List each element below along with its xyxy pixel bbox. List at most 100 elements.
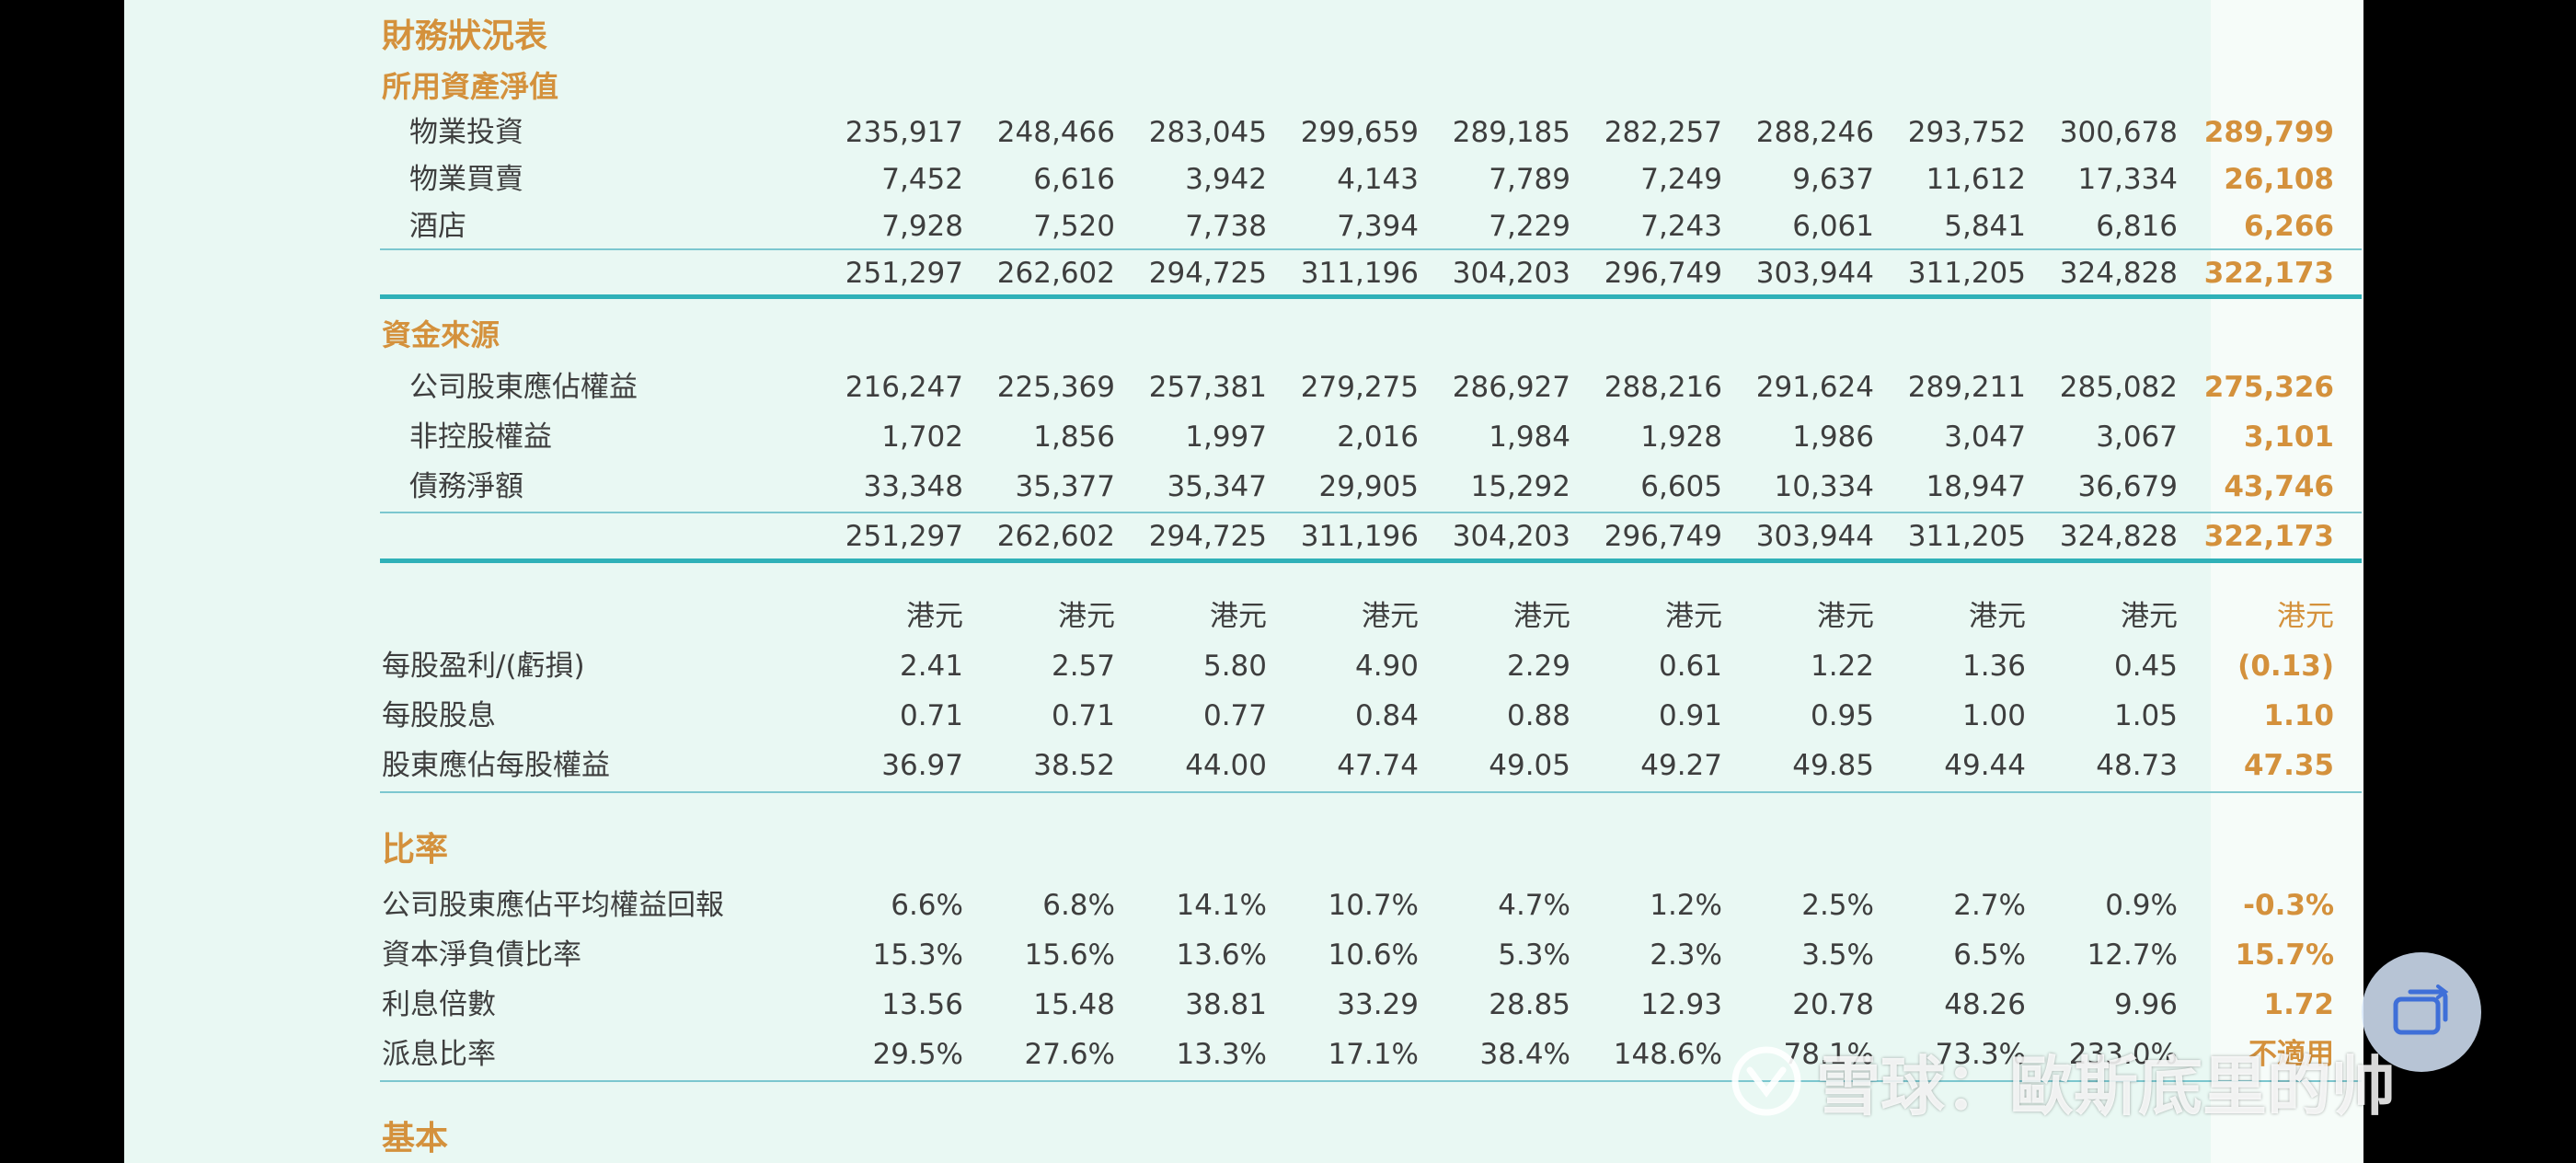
- cell: 27.6%: [1024, 1038, 1115, 1071]
- cell: 235,917: [845, 116, 963, 149]
- cell: 13.3%: [1176, 1038, 1267, 1071]
- unit-label: 港元: [2121, 600, 2178, 633]
- cell: 299,659: [1300, 116, 1419, 149]
- unit-label: 港元: [1210, 600, 1267, 633]
- cell: 1.36: [1961, 650, 2026, 683]
- cell: 6,605: [1640, 470, 1722, 503]
- cell: 6.8%: [1042, 889, 1115, 922]
- cell: 262,602: [996, 257, 1115, 290]
- row-label: 公司股東應佔權益: [409, 371, 638, 404]
- cell: 288,246: [1755, 116, 1874, 149]
- cell-highlight: (0.13): [2237, 650, 2334, 683]
- page-title: 財務狀況表: [382, 17, 548, 55]
- cell: 33,348: [863, 470, 963, 503]
- cell: 48.26: [1944, 988, 2026, 1021]
- cell: 10,334: [1774, 470, 1874, 503]
- cell: 0.9%: [2105, 889, 2178, 922]
- basic-heading: 基本: [382, 1120, 449, 1157]
- cell-highlight: 6,266: [2243, 210, 2334, 243]
- cell: 3,067: [2096, 420, 2178, 454]
- current-year-highlight-column: [2211, 0, 2363, 1163]
- cell: 251,297: [845, 257, 963, 290]
- cell: 5,841: [1944, 210, 2026, 243]
- cell: 49.44: [1944, 749, 2026, 782]
- cell: 303,944: [1755, 520, 1874, 553]
- cell: 303,944: [1755, 257, 1874, 290]
- cell: 0.61: [1658, 650, 1722, 683]
- divider-thick: [380, 294, 2362, 299]
- cell-highlight: 289,799: [2203, 116, 2334, 149]
- cell: 2.29: [1506, 650, 1570, 683]
- row-label: 物業買賣: [409, 163, 523, 196]
- cell-highlight: 26,108: [2224, 163, 2334, 196]
- cell: 288,216: [1604, 371, 1722, 404]
- row-label: 公司股東應佔平均權益回報: [382, 889, 724, 922]
- cell: 2.41: [899, 650, 963, 683]
- cell: 15.3%: [872, 938, 963, 972]
- cell: 148.6%: [1613, 1038, 1722, 1071]
- cell: 5.80: [1202, 650, 1267, 683]
- divider: [380, 1080, 2362, 1082]
- cell: 6,616: [1033, 163, 1115, 196]
- snowball-logo-icon: [1730, 1044, 1803, 1118]
- cell: 11,612: [1926, 163, 2026, 196]
- cell: 285,082: [2059, 371, 2178, 404]
- cell: 6.6%: [891, 889, 963, 922]
- recent-apps-icon: [2386, 975, 2456, 1049]
- cell: 0.95: [1810, 699, 1874, 732]
- cell: 38.52: [1033, 749, 1115, 782]
- cell: 0.84: [1354, 699, 1419, 732]
- cell: 257,381: [1148, 371, 1267, 404]
- cell: 7,229: [1489, 210, 1570, 243]
- cell: 2,016: [1337, 420, 1419, 454]
- cell: 48.73: [2096, 749, 2178, 782]
- unit-label: 港元: [1665, 600, 1722, 633]
- cell: 35,347: [1167, 470, 1267, 503]
- cell: 304,203: [1452, 520, 1570, 553]
- cell: 3.5%: [1801, 938, 1874, 972]
- cell: 29.5%: [872, 1038, 963, 1071]
- cell: 1.22: [1810, 650, 1874, 683]
- cell: 9.96: [2113, 988, 2178, 1021]
- unit-label: 港元: [1969, 600, 2026, 633]
- cell: 262,602: [996, 520, 1115, 553]
- cell-highlight: 不適用: [2248, 1038, 2334, 1071]
- cell-highlight: 1.10: [2263, 699, 2335, 732]
- watermark: 雪球：歐斯底里的帅: [1730, 1040, 2396, 1124]
- cell-highlight: 3,101: [2243, 420, 2334, 454]
- cell: 73.3%: [1935, 1038, 2026, 1071]
- cell: 1.00: [1961, 699, 2026, 732]
- cell: 324,828: [2059, 257, 2178, 290]
- cell: 4.90: [1354, 650, 1419, 683]
- cell: 283,045: [1148, 116, 1267, 149]
- cell: 5.3%: [1498, 938, 1570, 972]
- cell: 2.5%: [1801, 889, 1874, 922]
- cell: 1,984: [1489, 420, 1570, 454]
- cell: 286,927: [1452, 371, 1570, 404]
- row-label: 每股股息: [382, 699, 496, 732]
- cell: 1,997: [1185, 420, 1267, 454]
- cell-highlight: 1.72: [2263, 988, 2335, 1021]
- cell: 7,452: [881, 163, 963, 196]
- cell: 294,725: [1148, 520, 1267, 553]
- cell-highlight: 15.7%: [2235, 938, 2334, 972]
- cell: 38.4%: [1479, 1038, 1570, 1071]
- cell: 33.29: [1337, 988, 1419, 1021]
- cell: 311,196: [1300, 520, 1419, 553]
- cell: 225,369: [996, 371, 1115, 404]
- cell: 7,738: [1185, 210, 1267, 243]
- unit-label: 港元: [1058, 600, 1115, 633]
- cell: 6,061: [1792, 210, 1874, 243]
- unit-label: 港元: [1513, 600, 1570, 633]
- cell: 0.77: [1202, 699, 1267, 732]
- cell: 2.7%: [1953, 889, 2026, 922]
- cell: 248,466: [996, 116, 1115, 149]
- cell: 1.2%: [1650, 889, 1722, 922]
- unit-label: 港元: [1362, 600, 1419, 633]
- cell: 36,679: [2077, 470, 2178, 503]
- unit-label: 港元: [1817, 600, 1874, 633]
- cell: 29,905: [1318, 470, 1419, 503]
- cell: 7,520: [1033, 210, 1115, 243]
- recent-apps-button[interactable]: [2362, 952, 2481, 1072]
- cell: 6.5%: [1953, 938, 2026, 972]
